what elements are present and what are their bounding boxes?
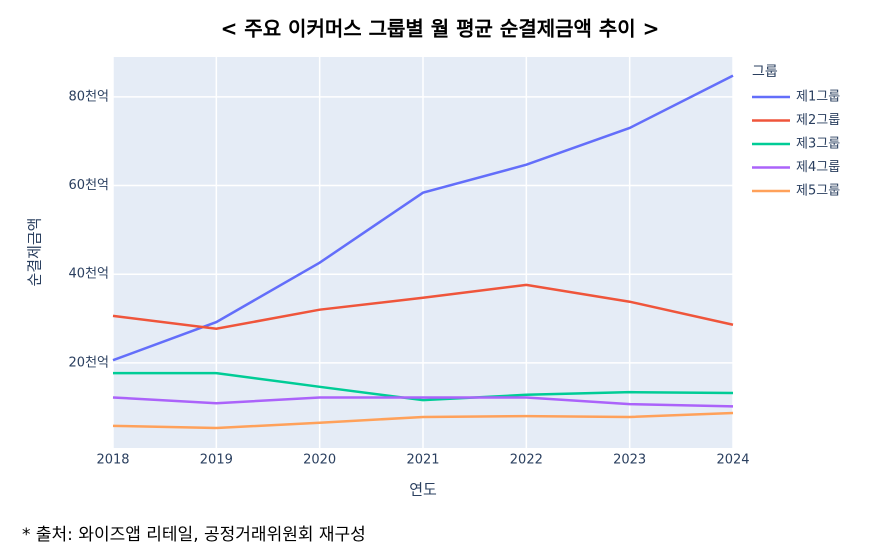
x-tick-label: 2022 bbox=[510, 453, 543, 468]
x-axis-title: 연도 bbox=[409, 481, 437, 499]
series-line bbox=[113, 371, 734, 402]
x-tick-label: 2020 bbox=[303, 453, 336, 468]
x-tick-label: 2018 bbox=[96, 453, 129, 468]
series-line bbox=[112, 74, 734, 362]
x-tick-label: 2024 bbox=[716, 453, 749, 468]
y-tick-label: 80천억 bbox=[69, 89, 109, 104]
y-tick-label: 20천억 bbox=[69, 355, 109, 370]
legend-label: 제3그룹 bbox=[796, 137, 840, 152]
legend-label: 제4그룹 bbox=[796, 160, 840, 175]
legend-label: 제5그룹 bbox=[796, 184, 840, 199]
series-line bbox=[112, 283, 734, 331]
x-tick-label: 2019 bbox=[200, 453, 233, 468]
y-tick-label: 40천억 bbox=[69, 267, 109, 282]
legend-label: 제2그룹 bbox=[796, 113, 840, 128]
legend-label: 제1그룹 bbox=[796, 90, 840, 105]
series-line bbox=[112, 396, 734, 408]
y-tick-label: 60천억 bbox=[69, 178, 109, 193]
y-axis-title: 순결제금액 bbox=[26, 217, 44, 286]
x-tick-label: 2023 bbox=[613, 453, 646, 468]
legend-title: 그룹 bbox=[752, 64, 778, 80]
series-line bbox=[112, 411, 734, 430]
x-tick-label: 2021 bbox=[406, 453, 439, 468]
source-note: * 출처: 와이즈앱 리테일, 공정거래위원회 재구성 bbox=[22, 525, 366, 545]
chart-title: < 주요 이커머스 그룹별 월 평균 순결제금액 추이 > bbox=[221, 17, 660, 41]
